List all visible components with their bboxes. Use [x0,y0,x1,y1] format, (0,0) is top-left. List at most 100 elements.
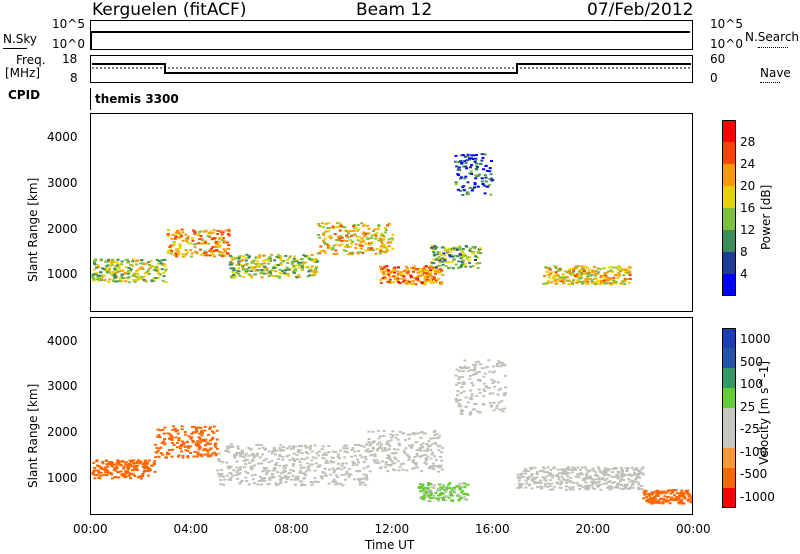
power-cell [120,263,124,266]
power-cell [379,278,383,281]
velocity-cell [418,483,422,486]
velocity-cell [427,491,431,493]
power-cell [184,237,188,240]
velocity-cell [343,450,347,453]
power-cell [402,279,406,282]
power-cell [383,250,387,253]
velocity-cell [503,374,507,377]
power-cell [306,275,310,278]
power-cell [373,237,377,240]
power-cell [204,251,208,254]
velocity-cell [115,466,119,469]
power-cell [337,221,341,224]
velocity-cell [565,481,569,484]
power-cell [553,280,557,282]
power-cell [411,270,415,273]
power-cell [366,224,369,227]
power-cell [393,268,397,271]
power-cell [490,160,493,162]
power-cell [331,225,335,228]
velocity-cell [629,486,633,489]
power-cell [376,227,380,230]
velocity-cell [128,462,131,465]
velocity-cell [607,469,611,472]
power-cell [384,231,388,234]
velocity-cell [477,360,481,363]
power-cell [383,246,387,249]
velocity-cell [405,453,409,456]
power-cell [142,278,146,281]
power-cell [397,266,400,269]
velocity-cell [282,469,286,472]
power-cell [584,265,588,268]
velocity-cell [460,491,463,494]
velocity-cell [379,466,383,469]
power-cell [135,263,138,266]
velocity-cell [352,462,356,465]
power-cell [276,256,280,259]
velocity-cell [669,489,673,492]
velocity-cell [616,470,620,473]
power-cell [370,241,374,244]
velocity-cell [293,483,297,486]
velocity-cell [582,479,586,482]
power-cell [474,154,478,156]
power-cell [208,254,212,257]
power-cell [250,261,254,264]
velocity-cell [570,471,574,474]
velocity-cell [300,484,304,487]
velocity-cell [482,388,486,391]
power-cell [210,247,214,250]
power-cell [278,268,282,271]
velocity-cell [502,392,506,395]
power-cell [241,265,245,268]
power-band-4 [379,265,445,286]
velocity-cell [626,467,630,470]
power-cell [265,272,269,275]
velocity-cell [176,432,180,435]
velocity-cell [293,460,297,463]
velocity-cell [426,499,430,502]
power-cell [463,160,467,163]
velocity-cell [233,456,237,459]
colorbar-swatch [722,252,736,275]
velocity-cell [203,440,207,443]
velocity-cell [250,468,254,471]
power-cell [382,245,386,248]
power-cell [472,154,476,157]
velocity-cell [236,469,240,472]
power-cell [129,268,133,271]
velocity-cell [139,477,143,480]
power-cell [422,268,426,271]
velocity-cell [199,446,203,449]
power-cell [171,233,175,236]
x-tick-label: 08:00 [274,522,309,536]
power-cell [229,261,233,264]
power-cell [374,252,378,255]
velocity-cell [560,475,564,478]
power-cell [114,265,118,268]
power-cell [178,247,182,250]
power-cell [451,255,455,258]
colorbar-swatch [722,208,736,231]
power-cell [430,244,434,247]
velocity-cell [542,471,546,474]
power-cell [624,269,628,271]
power-cell [396,270,400,273]
velocity-cell [295,454,299,457]
velocity-band-5 [454,359,508,416]
velocity-cell [298,472,302,474]
power-cell [217,245,221,248]
velocity-cell [208,439,212,442]
velocity-cell [438,444,442,447]
velocity-cell [317,465,321,468]
power-cell [247,273,251,276]
velocity-cell [602,482,606,485]
velocity-cell [615,474,619,477]
velocity-cell [429,448,433,451]
power-cell [339,225,343,227]
power-cell [243,268,247,271]
velocity-cell [650,491,654,494]
velocity-colorbar-label: Velocity [m s^-1] [757,360,771,465]
power-cell [417,274,421,277]
